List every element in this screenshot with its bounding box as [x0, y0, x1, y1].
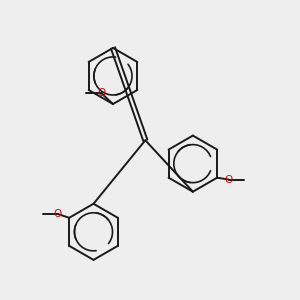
Text: O: O [53, 209, 62, 219]
Text: O: O [97, 88, 105, 98]
Text: O: O [225, 175, 233, 184]
